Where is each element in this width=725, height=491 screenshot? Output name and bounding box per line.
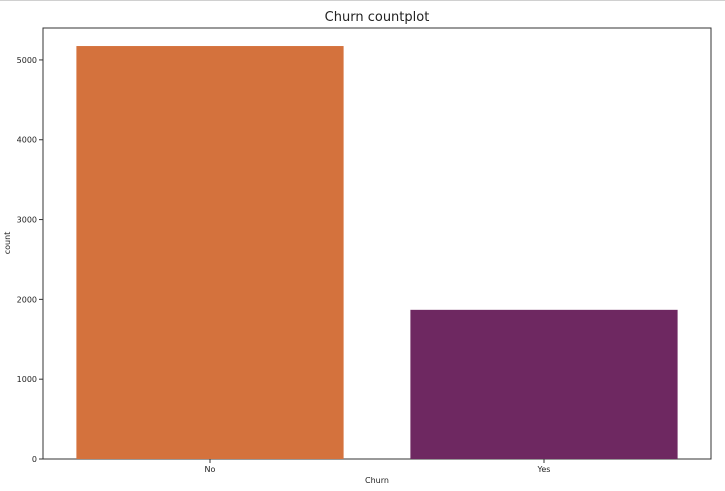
y-tick-label: 4000 — [17, 136, 37, 145]
bar-no — [76, 46, 344, 459]
x-tick-label: Yes — [537, 465, 551, 474]
y-tick-label: 5000 — [17, 56, 37, 65]
x-axis: No Yes — [205, 459, 551, 474]
x-tick-label: No — [205, 465, 216, 474]
y-tick-label: 3000 — [17, 216, 37, 225]
chart-title: Churn countplot — [325, 10, 430, 25]
y-tick-label: 2000 — [17, 295, 37, 304]
bar-group — [76, 46, 678, 459]
window-top-border — [0, 0, 725, 1]
y-axis: 0 1000 2000 3000 4000 5000 — [17, 56, 43, 464]
y-tick-label: 1000 — [17, 375, 37, 384]
x-axis-label: Churn — [365, 476, 389, 485]
plot-area-frame — [42, 27, 712, 460]
y-axis-label: count — [3, 232, 12, 255]
y-tick-label: 0 — [32, 455, 37, 464]
bar-yes — [410, 309, 678, 459]
